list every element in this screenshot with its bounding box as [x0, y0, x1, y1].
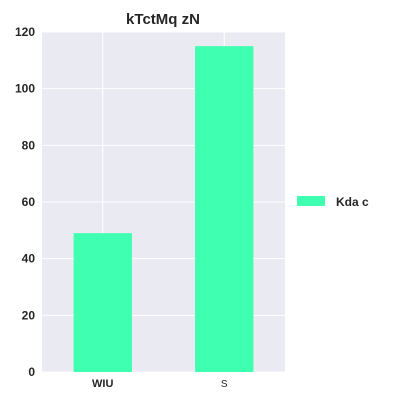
bar-wiu: [73, 233, 132, 372]
y-tick-label: 0: [28, 365, 35, 379]
x-axis: WIU S: [92, 378, 228, 390]
bar-s: [195, 46, 254, 373]
y-tick-label: 60: [22, 195, 36, 209]
y-tick-label: 100: [15, 82, 35, 96]
y-tick-label: 120: [15, 25, 35, 39]
y-axis: 0 20 40 60 80 100 120: [15, 25, 35, 379]
y-tick-label: 80: [22, 138, 36, 152]
x-tick-label: S: [221, 379, 228, 390]
bars: [73, 46, 254, 373]
x-tick-label: WIU: [92, 378, 113, 390]
y-tick-label: 40: [22, 252, 36, 266]
y-tick-label: 20: [22, 308, 36, 322]
legend-swatch: [297, 196, 325, 206]
legend: Kda c: [297, 195, 369, 209]
chart-title: kTctMq zN: [126, 11, 200, 28]
legend-label: Kda c: [336, 195, 369, 209]
